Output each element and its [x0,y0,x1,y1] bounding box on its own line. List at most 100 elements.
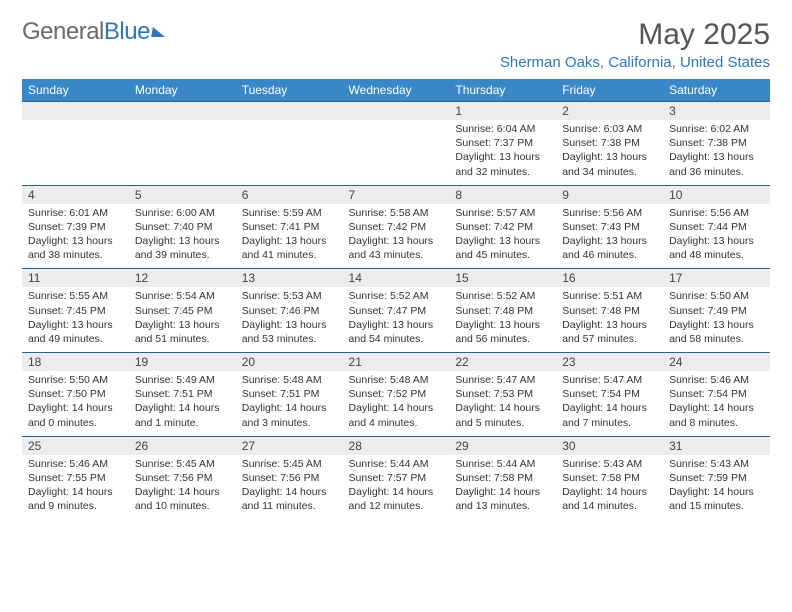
sunset-text: Sunset: 7:42 PM [455,220,550,234]
day-details: Sunrise: 5:44 AMSunset: 7:58 PMDaylight:… [449,455,556,520]
weekday-header: Wednesday [343,79,450,102]
weekday-header-row: Sunday Monday Tuesday Wednesday Thursday… [22,79,770,102]
daylight-text: Daylight: 13 hours and 53 minutes. [242,318,337,346]
calendar-day-cell: 28Sunrise: 5:44 AMSunset: 7:57 PMDayligh… [343,436,450,519]
brand-logo: GeneralBlue [22,18,166,46]
day-details: Sunrise: 5:56 AMSunset: 7:44 PMDaylight:… [663,204,770,269]
sunset-text: Sunset: 7:39 PM [28,220,123,234]
calendar-body: 1Sunrise: 6:04 AMSunset: 7:37 PMDaylight… [22,102,770,520]
sunrise-text: Sunrise: 5:52 AM [349,289,444,303]
daylight-text: Daylight: 13 hours and 41 minutes. [242,234,337,262]
month-title: May 2025 [500,18,770,52]
daylight-text: Daylight: 13 hours and 32 minutes. [455,150,550,178]
daylight-text: Daylight: 14 hours and 10 minutes. [135,485,230,513]
sunset-text: Sunset: 7:43 PM [562,220,657,234]
calendar-day-cell: 18Sunrise: 5:50 AMSunset: 7:50 PMDayligh… [22,353,129,437]
sunrise-text: Sunrise: 5:46 AM [669,373,764,387]
sunrise-text: Sunrise: 5:56 AM [562,206,657,220]
daylight-text: Daylight: 14 hours and 0 minutes. [28,401,123,429]
weekday-header: Thursday [449,79,556,102]
day-details: Sunrise: 6:01 AMSunset: 7:39 PMDaylight:… [22,204,129,269]
daylight-text: Daylight: 14 hours and 5 minutes. [455,401,550,429]
sunrise-text: Sunrise: 5:53 AM [242,289,337,303]
daylight-text: Daylight: 14 hours and 8 minutes. [669,401,764,429]
calendar-day-cell [129,102,236,186]
sunset-text: Sunset: 7:42 PM [349,220,444,234]
calendar-week-row: 25Sunrise: 5:46 AMSunset: 7:55 PMDayligh… [22,436,770,519]
day-details [236,120,343,180]
day-number [129,102,236,120]
daylight-text: Daylight: 14 hours and 14 minutes. [562,485,657,513]
day-number: 15 [449,269,556,287]
day-number: 3 [663,102,770,120]
sunrise-text: Sunrise: 5:49 AM [135,373,230,387]
day-details: Sunrise: 6:00 AMSunset: 7:40 PMDaylight:… [129,204,236,269]
day-number: 29 [449,437,556,455]
calendar-day-cell: 12Sunrise: 5:54 AMSunset: 7:45 PMDayligh… [129,269,236,353]
daylight-text: Daylight: 14 hours and 1 minute. [135,401,230,429]
day-number: 16 [556,269,663,287]
calendar-day-cell: 13Sunrise: 5:53 AMSunset: 7:46 PMDayligh… [236,269,343,353]
sunrise-text: Sunrise: 6:00 AM [135,206,230,220]
day-details: Sunrise: 5:46 AMSunset: 7:54 PMDaylight:… [663,371,770,436]
day-number: 5 [129,186,236,204]
day-number: 9 [556,186,663,204]
brand-part1: General [22,18,104,46]
sunset-text: Sunset: 7:41 PM [242,220,337,234]
day-number: 20 [236,353,343,371]
calendar-day-cell: 14Sunrise: 5:52 AMSunset: 7:47 PMDayligh… [343,269,450,353]
day-details: Sunrise: 5:50 AMSunset: 7:49 PMDaylight:… [663,287,770,352]
sunset-text: Sunset: 7:38 PM [562,136,657,150]
day-details: Sunrise: 6:04 AMSunset: 7:37 PMDaylight:… [449,120,556,185]
sunrise-text: Sunrise: 5:47 AM [562,373,657,387]
daylight-text: Daylight: 13 hours and 46 minutes. [562,234,657,262]
day-number: 25 [22,437,129,455]
sunset-text: Sunset: 7:56 PM [135,471,230,485]
sunset-text: Sunset: 7:57 PM [349,471,444,485]
sunrise-text: Sunrise: 5:48 AM [242,373,337,387]
day-number: 22 [449,353,556,371]
sunset-text: Sunset: 7:54 PM [669,387,764,401]
day-details: Sunrise: 5:58 AMSunset: 7:42 PMDaylight:… [343,204,450,269]
daylight-text: Daylight: 13 hours and 48 minutes. [669,234,764,262]
weekday-header: Sunday [22,79,129,102]
calendar-day-cell: 11Sunrise: 5:55 AMSunset: 7:45 PMDayligh… [22,269,129,353]
calendar-day-cell: 2Sunrise: 6:03 AMSunset: 7:38 PMDaylight… [556,102,663,186]
sunset-text: Sunset: 7:51 PM [135,387,230,401]
calendar-day-cell: 10Sunrise: 5:56 AMSunset: 7:44 PMDayligh… [663,185,770,269]
sunset-text: Sunset: 7:47 PM [349,304,444,318]
daylight-text: Daylight: 13 hours and 45 minutes. [455,234,550,262]
calendar-day-cell: 24Sunrise: 5:46 AMSunset: 7:54 PMDayligh… [663,353,770,437]
daylight-text: Daylight: 14 hours and 7 minutes. [562,401,657,429]
sunrise-text: Sunrise: 5:48 AM [349,373,444,387]
calendar-day-cell: 7Sunrise: 5:58 AMSunset: 7:42 PMDaylight… [343,185,450,269]
calendar-week-row: 11Sunrise: 5:55 AMSunset: 7:45 PMDayligh… [22,269,770,353]
daylight-text: Daylight: 13 hours and 36 minutes. [669,150,764,178]
sunrise-text: Sunrise: 5:43 AM [669,457,764,471]
calendar-day-cell [236,102,343,186]
sunrise-text: Sunrise: 5:59 AM [242,206,337,220]
day-details: Sunrise: 5:52 AMSunset: 7:48 PMDaylight:… [449,287,556,352]
day-number: 23 [556,353,663,371]
day-details: Sunrise: 5:48 AMSunset: 7:52 PMDaylight:… [343,371,450,436]
calendar-day-cell: 26Sunrise: 5:45 AMSunset: 7:56 PMDayligh… [129,436,236,519]
calendar-day-cell: 21Sunrise: 5:48 AMSunset: 7:52 PMDayligh… [343,353,450,437]
daylight-text: Daylight: 14 hours and 13 minutes. [455,485,550,513]
day-number: 12 [129,269,236,287]
sunrise-text: Sunrise: 5:45 AM [242,457,337,471]
day-details: Sunrise: 5:54 AMSunset: 7:45 PMDaylight:… [129,287,236,352]
sunset-text: Sunset: 7:49 PM [669,304,764,318]
sunset-text: Sunset: 7:53 PM [455,387,550,401]
sunset-text: Sunset: 7:48 PM [562,304,657,318]
day-details: Sunrise: 5:56 AMSunset: 7:43 PMDaylight:… [556,204,663,269]
day-number: 4 [22,186,129,204]
daylight-text: Daylight: 14 hours and 3 minutes. [242,401,337,429]
sunset-text: Sunset: 7:51 PM [242,387,337,401]
calendar-day-cell: 22Sunrise: 5:47 AMSunset: 7:53 PMDayligh… [449,353,556,437]
day-details: Sunrise: 5:53 AMSunset: 7:46 PMDaylight:… [236,287,343,352]
sunrise-text: Sunrise: 5:51 AM [562,289,657,303]
calendar-day-cell [22,102,129,186]
daylight-text: Daylight: 13 hours and 49 minutes. [28,318,123,346]
sunrise-text: Sunrise: 6:02 AM [669,122,764,136]
sunrise-text: Sunrise: 5:44 AM [349,457,444,471]
